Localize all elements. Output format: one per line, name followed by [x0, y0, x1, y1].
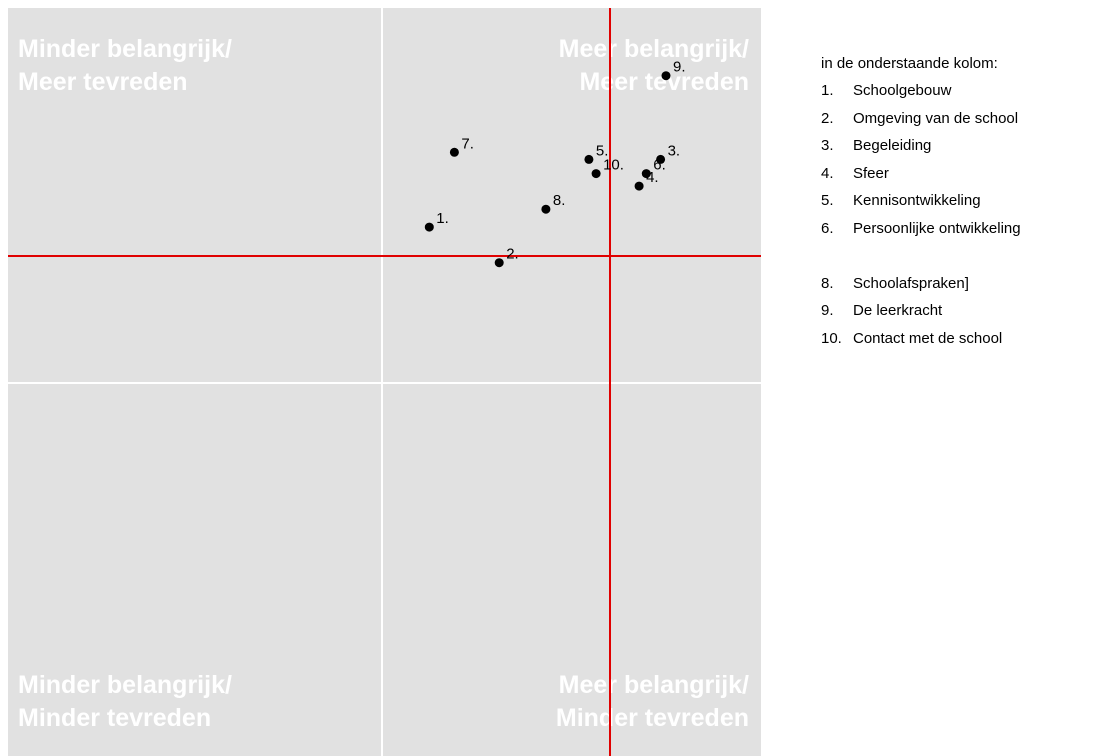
legend-item: 9. De leerkracht	[821, 303, 1096, 331]
legend-item: 4. Sfeer	[821, 164, 1096, 194]
legend-item: 1. Schoolgebouw	[821, 83, 1096, 111]
legend-item-number: 6.	[821, 219, 834, 237]
quadrant-label-bottom-right: Meer belangrijk/	[559, 671, 749, 699]
legend-item-label: De leerkracht	[853, 302, 943, 319]
data-point-label: 7.	[461, 135, 474, 152]
legend-item: 6. Persoonlijke ontwikkeling	[821, 219, 1096, 249]
data-point-label: 5.	[596, 142, 609, 159]
legend: in de onderstaande kolom: 1. Schoolgebouw…	[821, 56, 1096, 358]
data-points: 1.2.3.4.5.6.7.8.9.10.	[424, 59, 686, 268]
legend-item-number: 10.	[821, 329, 842, 347]
legend-item-label: Kennisontwikkeling	[853, 192, 981, 209]
legend-item-number: 5.	[821, 192, 834, 209]
data-point-label: 6.	[653, 157, 666, 174]
quadrant-label-bottom-right: Minder tevreden	[556, 704, 749, 732]
data-point-label: 9.	[673, 59, 686, 76]
data-point	[641, 169, 651, 179]
data-point-label: 1.	[436, 210, 449, 227]
data-point	[584, 154, 594, 164]
legend-item-label: Schoolgebouw	[853, 82, 952, 99]
data-point-label: 3.	[668, 142, 681, 159]
legend-item-number: 4.	[821, 164, 834, 182]
legend-item-label: Sfeer	[853, 164, 889, 182]
legend-item: 10. Contact met de school	[821, 329, 1096, 359]
legend-item: 2. Omgeving van de school	[821, 109, 1096, 139]
legend-item-label: Persoonlijke ontwikkeling	[853, 219, 1021, 237]
data-point	[591, 169, 601, 179]
legend-item: 8. Schoolafspraken]	[821, 274, 1096, 304]
legend-item-label: Contact met de school	[853, 329, 1003, 347]
data-point-label: 2.	[506, 246, 519, 263]
legend-title: in de onderstaande kolom:	[821, 55, 998, 72]
data-point	[661, 71, 671, 81]
legend-list: 1. Schoolgebouw 2. Omgeving van de school …	[821, 83, 1096, 358]
legend-item: 5. Kennisontwikkeling	[821, 193, 1096, 221]
quadrant-label-bottom-left: Minder belangrijk/	[18, 671, 232, 699]
legend-item-number: 9.	[821, 302, 834, 319]
quadrant-label-top-right: Meer belangrijk/	[559, 35, 749, 63]
quadrant-label-bottom-left: Minder tevreden	[18, 704, 211, 732]
data-point	[494, 258, 504, 268]
legend-item-blank	[821, 248, 1096, 276]
quadrant-label-top-left: Minder belangrijk/	[18, 35, 232, 63]
legend-item-number: 2.	[821, 109, 834, 127]
data-point	[656, 154, 666, 164]
data-point	[449, 147, 459, 157]
data-point-label: 8.	[553, 192, 566, 209]
legend-item-label: Begeleiding	[853, 137, 932, 154]
data-point	[541, 204, 551, 214]
quadrant-label-top-left: Meer tevreden	[18, 68, 188, 96]
legend-item-label: Schoolafspraken]	[853, 274, 969, 292]
data-point	[634, 181, 644, 191]
data-point	[424, 222, 434, 232]
legend-item-label: Omgeving van de school	[853, 109, 1019, 127]
legend-item-number: 3.	[821, 137, 834, 154]
legend-item-number: 1.	[821, 82, 834, 99]
legend-item: 3. Begeleiding	[821, 138, 1096, 166]
data-point-label: 10.	[603, 157, 624, 174]
legend-item-number: 8.	[821, 274, 834, 292]
